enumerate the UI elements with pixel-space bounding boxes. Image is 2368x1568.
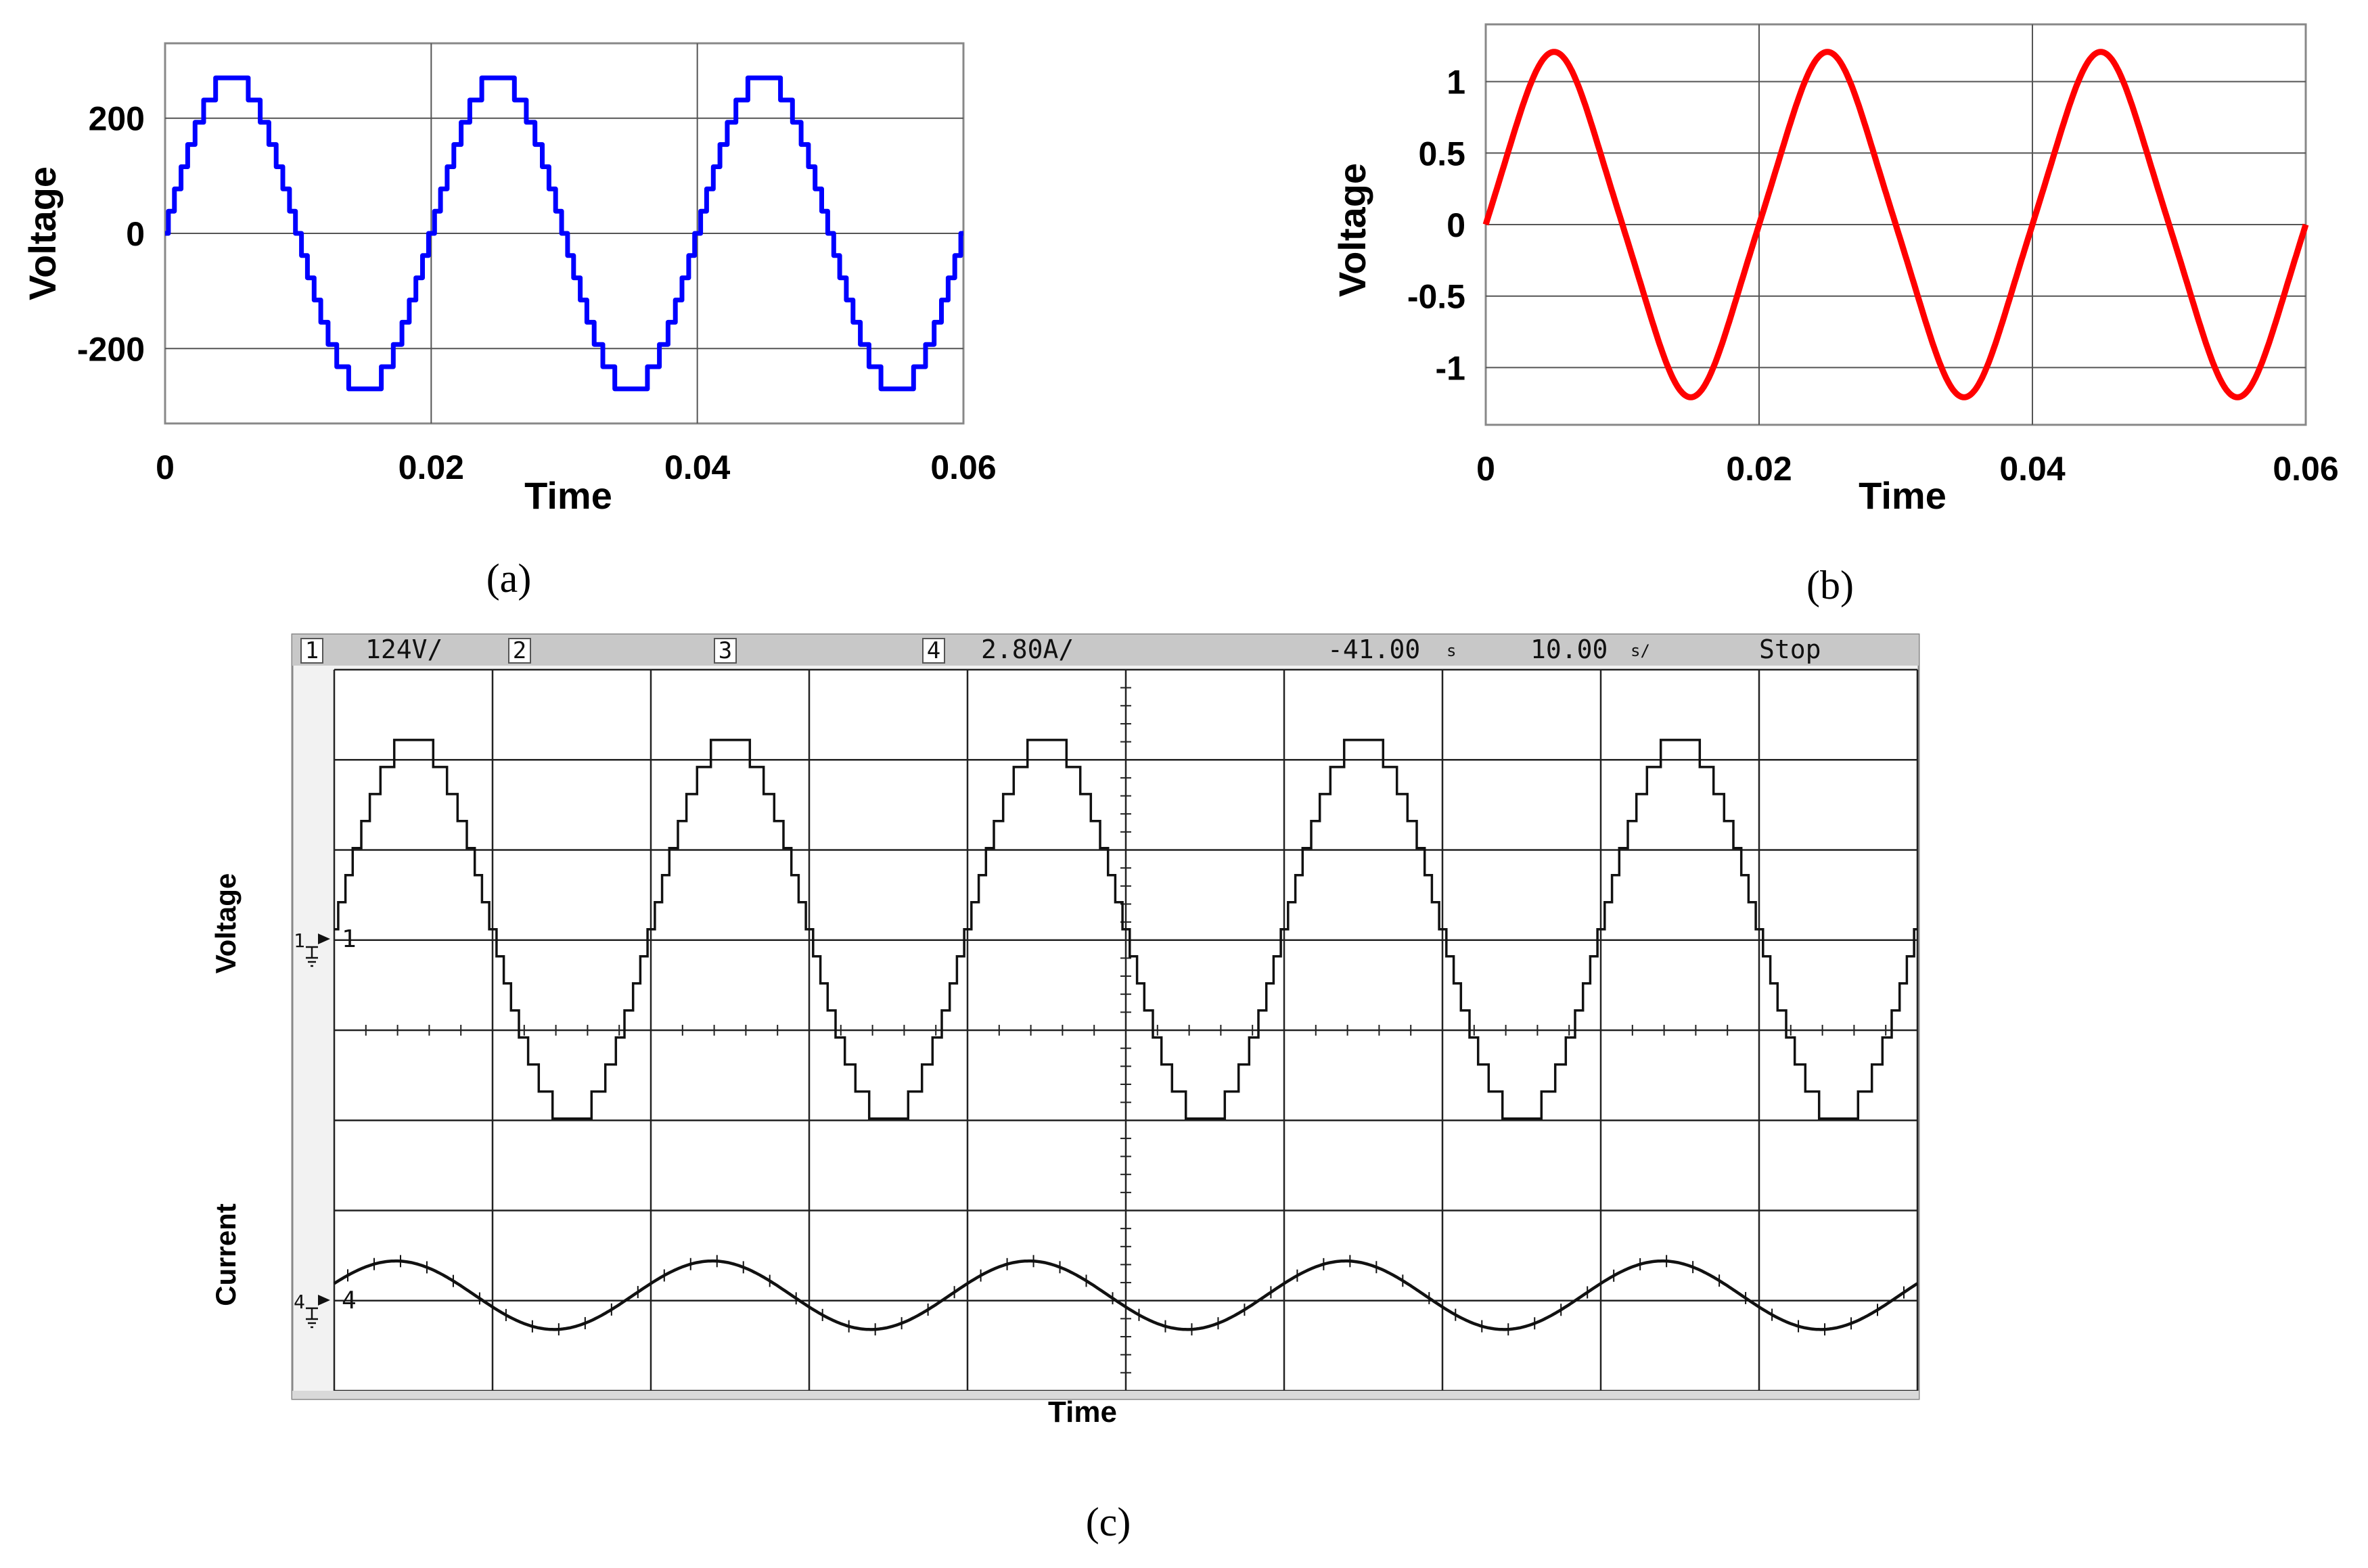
chart-a: 0 0.02 0.04 0.06 -200 0 200 Time Voltage (a) — [21, 42, 997, 601]
scope-trigger-unit: s — [1447, 641, 1456, 660]
chart-a-x-ticks: 0 0.02 0.04 0.06 — [156, 448, 997, 486]
x-tick-label: 0.04 — [1999, 450, 2066, 488]
ground-icon — [306, 1307, 318, 1329]
scope-time-unit: s/ — [1631, 641, 1650, 660]
scope-footer-strip — [292, 1391, 1919, 1399]
chart-a-x-label: Time — [524, 474, 612, 517]
scope-voltage-trace — [334, 739, 1917, 1120]
chart-a-voltage-line — [165, 75, 963, 392]
chart-a-caption: (a) — [486, 556, 532, 601]
scope-trigger-position: -41.00 — [1327, 635, 1420, 664]
scope-ch1-arrow-icon — [318, 933, 330, 944]
scope-ch1-scale: 124V/ — [365, 635, 442, 664]
scope-trace-noise — [347, 1255, 1905, 1336]
chart-c-oscilloscope: 1 124V/ 2 3 4 2.80A/ -41.00 s 10.00 s/ S… — [210, 633, 1920, 1544]
x-tick-label: 0.06 — [930, 448, 996, 486]
y-tick-label: -1 — [1436, 349, 1465, 387]
y-tick-label: 1 — [1447, 64, 1465, 101]
scope-ch4-arrow-icon — [318, 1295, 330, 1306]
chart-b-voltage-line — [1482, 49, 2309, 400]
scope-ch4-marker-label: 4 — [342, 1287, 357, 1314]
chart-b-x-ticks: 0 0.02 0.04 0.06 — [1476, 450, 2339, 488]
chart-b-x-label: Time — [1859, 474, 1946, 517]
x-tick-label: 0.06 — [2273, 450, 2338, 488]
x-tick-label: 0 — [156, 448, 175, 486]
scope-ch3-number: 3 — [719, 637, 732, 664]
x-tick-label: 0 — [1476, 450, 1495, 488]
x-tick-label: 0.02 — [1726, 450, 1792, 488]
chart-c-current-label: Current — [210, 1203, 242, 1306]
chart-b-y-label: Voltage — [1331, 163, 1373, 297]
scope-ch2-number: 2 — [513, 637, 526, 664]
x-tick-label: 0.04 — [664, 448, 731, 486]
chart-a-y-label: Voltage — [21, 166, 64, 300]
chart-a-y-ticks: -200 0 200 — [77, 100, 145, 369]
y-tick-label: -200 — [77, 330, 145, 368]
y-tick-label: -0.5 — [1407, 278, 1465, 316]
x-tick-label: 0.02 — [399, 448, 464, 486]
y-tick-label: 0.5 — [1418, 135, 1465, 172]
scope-ch4-number: 4 — [927, 637, 940, 664]
ground-icon — [306, 946, 318, 967]
scope-ch1-ground-marker: 1 — [294, 929, 305, 952]
y-tick-label: 200 — [89, 100, 145, 138]
scope-ch4-ground-marker: 4 — [294, 1291, 305, 1313]
scope-current-trace — [333, 1259, 1919, 1331]
chart-b-grid — [1486, 24, 2306, 425]
scope-ch4-scale: 2.80A/ — [981, 635, 1074, 664]
chart-b: 0 0.02 0.04 0.06 -1 -0.5 0 0.5 1 Time Voltage (… — [1331, 23, 2339, 607]
chart-b-y-ticks: -1 -0.5 0 0.5 1 — [1407, 64, 1465, 388]
scope-ch1-marker-label: 1 — [342, 925, 357, 953]
y-tick-label: 0 — [1447, 206, 1465, 244]
y-tick-label: 0 — [126, 215, 145, 253]
scope-status: Stop — [1759, 635, 1821, 664]
chart-c-voltage-label: Voltage — [210, 873, 242, 974]
scope-time-scale: 10.00 — [1530, 635, 1608, 664]
chart-c-x-label: Time — [1048, 1396, 1117, 1429]
scope-ch1-number: 1 — [305, 637, 319, 664]
scope-header — [292, 635, 1919, 666]
chart-b-caption: (b) — [1806, 563, 1854, 607]
chart-c-caption: (c) — [1086, 1500, 1131, 1544]
